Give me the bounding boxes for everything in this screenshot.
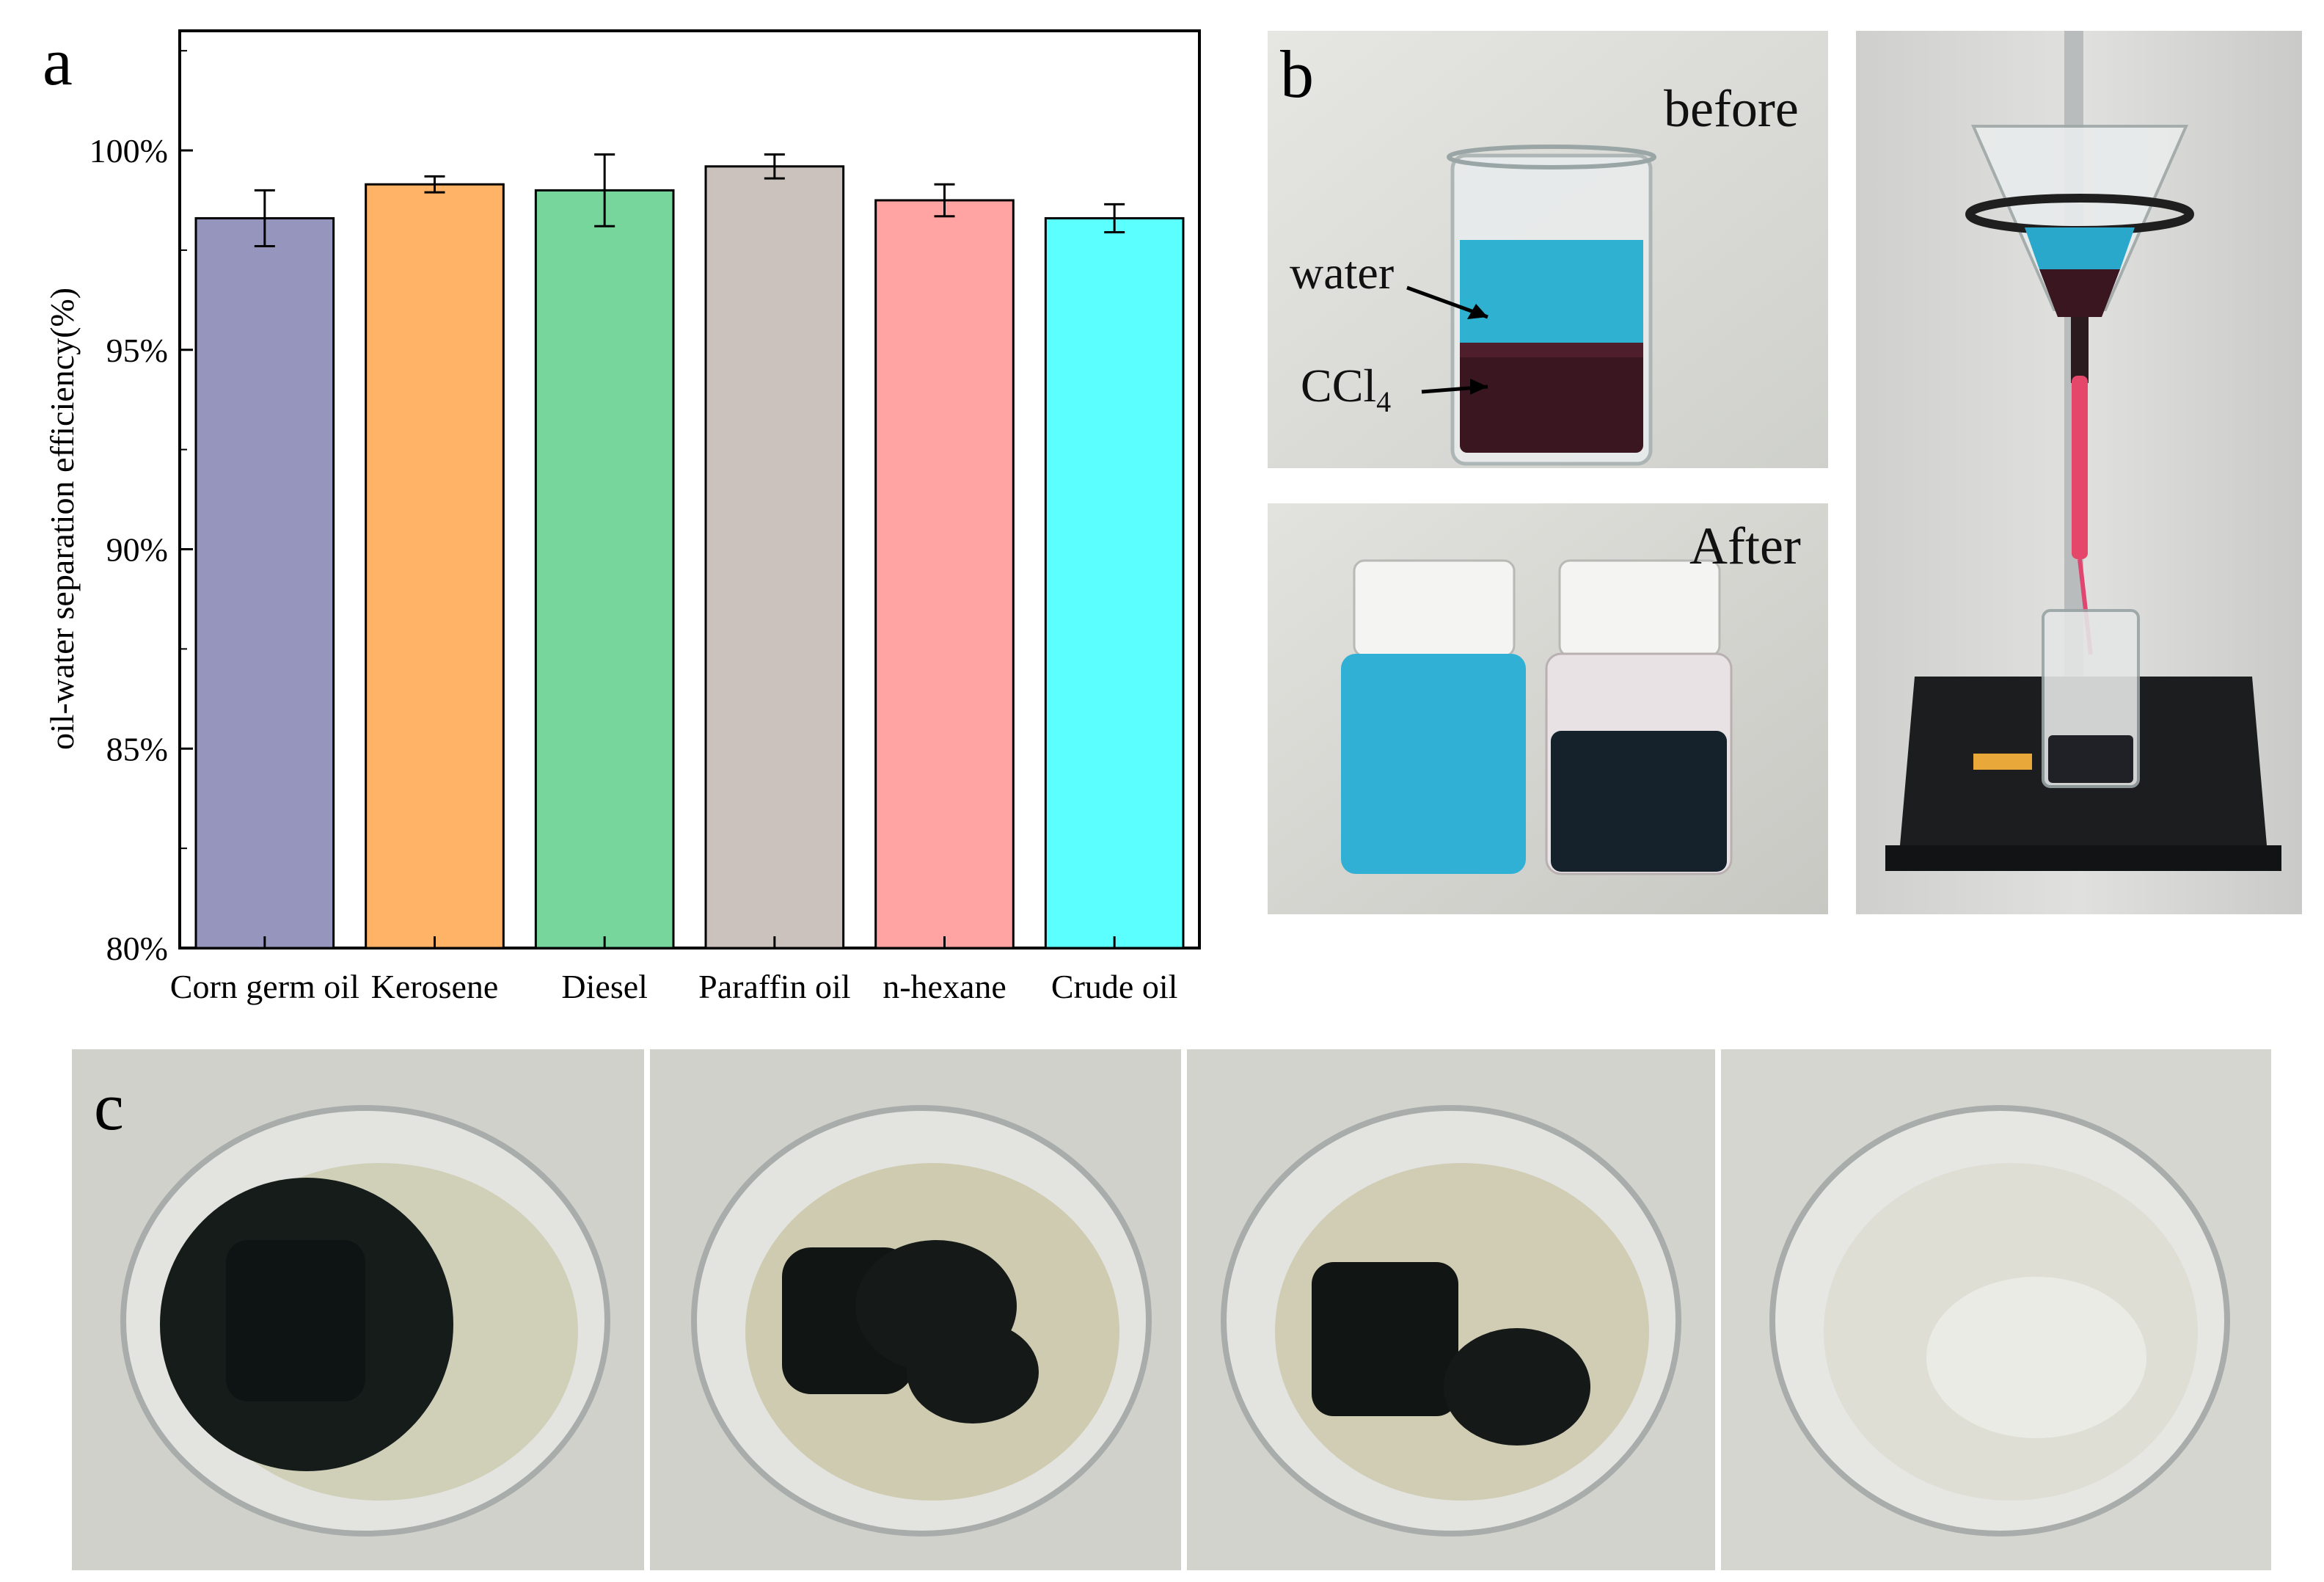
bar xyxy=(704,165,845,949)
ccl4-annotation: CCl4 xyxy=(1301,362,1391,417)
panel-label-b: b xyxy=(1280,37,1314,112)
photo-before-beaker: before water CCl4 xyxy=(1268,31,1828,468)
bar xyxy=(1044,216,1185,949)
x-tick-label: Crude oil xyxy=(1051,968,1177,1005)
bar xyxy=(194,216,335,949)
panel-label-a: a xyxy=(43,24,73,99)
bar xyxy=(365,183,505,949)
y-tick-label: 100% xyxy=(89,132,168,170)
before-label: before xyxy=(1664,79,1799,138)
x-tick-label: Paraffin oil xyxy=(698,968,850,1005)
x-tick-label: Kerosene xyxy=(371,968,499,1005)
ccl4-text: CCl xyxy=(1301,360,1377,412)
photo-beaker-3 xyxy=(1187,1049,1715,1570)
photo-after-bottles: After xyxy=(1268,503,1828,914)
bar xyxy=(534,189,675,949)
photo-beaker-1 xyxy=(72,1049,644,1570)
y-tick-label: 85% xyxy=(106,730,168,768)
photo-beaker-4 xyxy=(1721,1049,2271,1570)
y-tick-label: 95% xyxy=(106,332,168,369)
photo-funnel-setup xyxy=(1856,31,2302,914)
plot-frame xyxy=(178,29,1201,949)
y-tick-label: 90% xyxy=(106,531,168,569)
after-label: After xyxy=(1689,517,1801,575)
x-tick-label: Corn germ oil xyxy=(170,968,359,1005)
y-tick-label: 80% xyxy=(106,930,168,967)
water-annotation: water xyxy=(1290,247,1395,299)
panel-label-c: c xyxy=(94,1069,124,1144)
x-tick-label: n-hexane xyxy=(883,968,1006,1005)
x-tick-label: Diesel xyxy=(561,968,648,1005)
bar xyxy=(874,199,1015,949)
bar-chart: 80% 85% 90% 95% 100% oil-water separation eff… xyxy=(43,29,1201,1005)
photo-beaker-2 xyxy=(650,1049,1181,1570)
y-axis-label: oil-water separation efficiency(%) xyxy=(43,288,81,750)
ccl4-subscript: 4 xyxy=(1376,384,1392,418)
